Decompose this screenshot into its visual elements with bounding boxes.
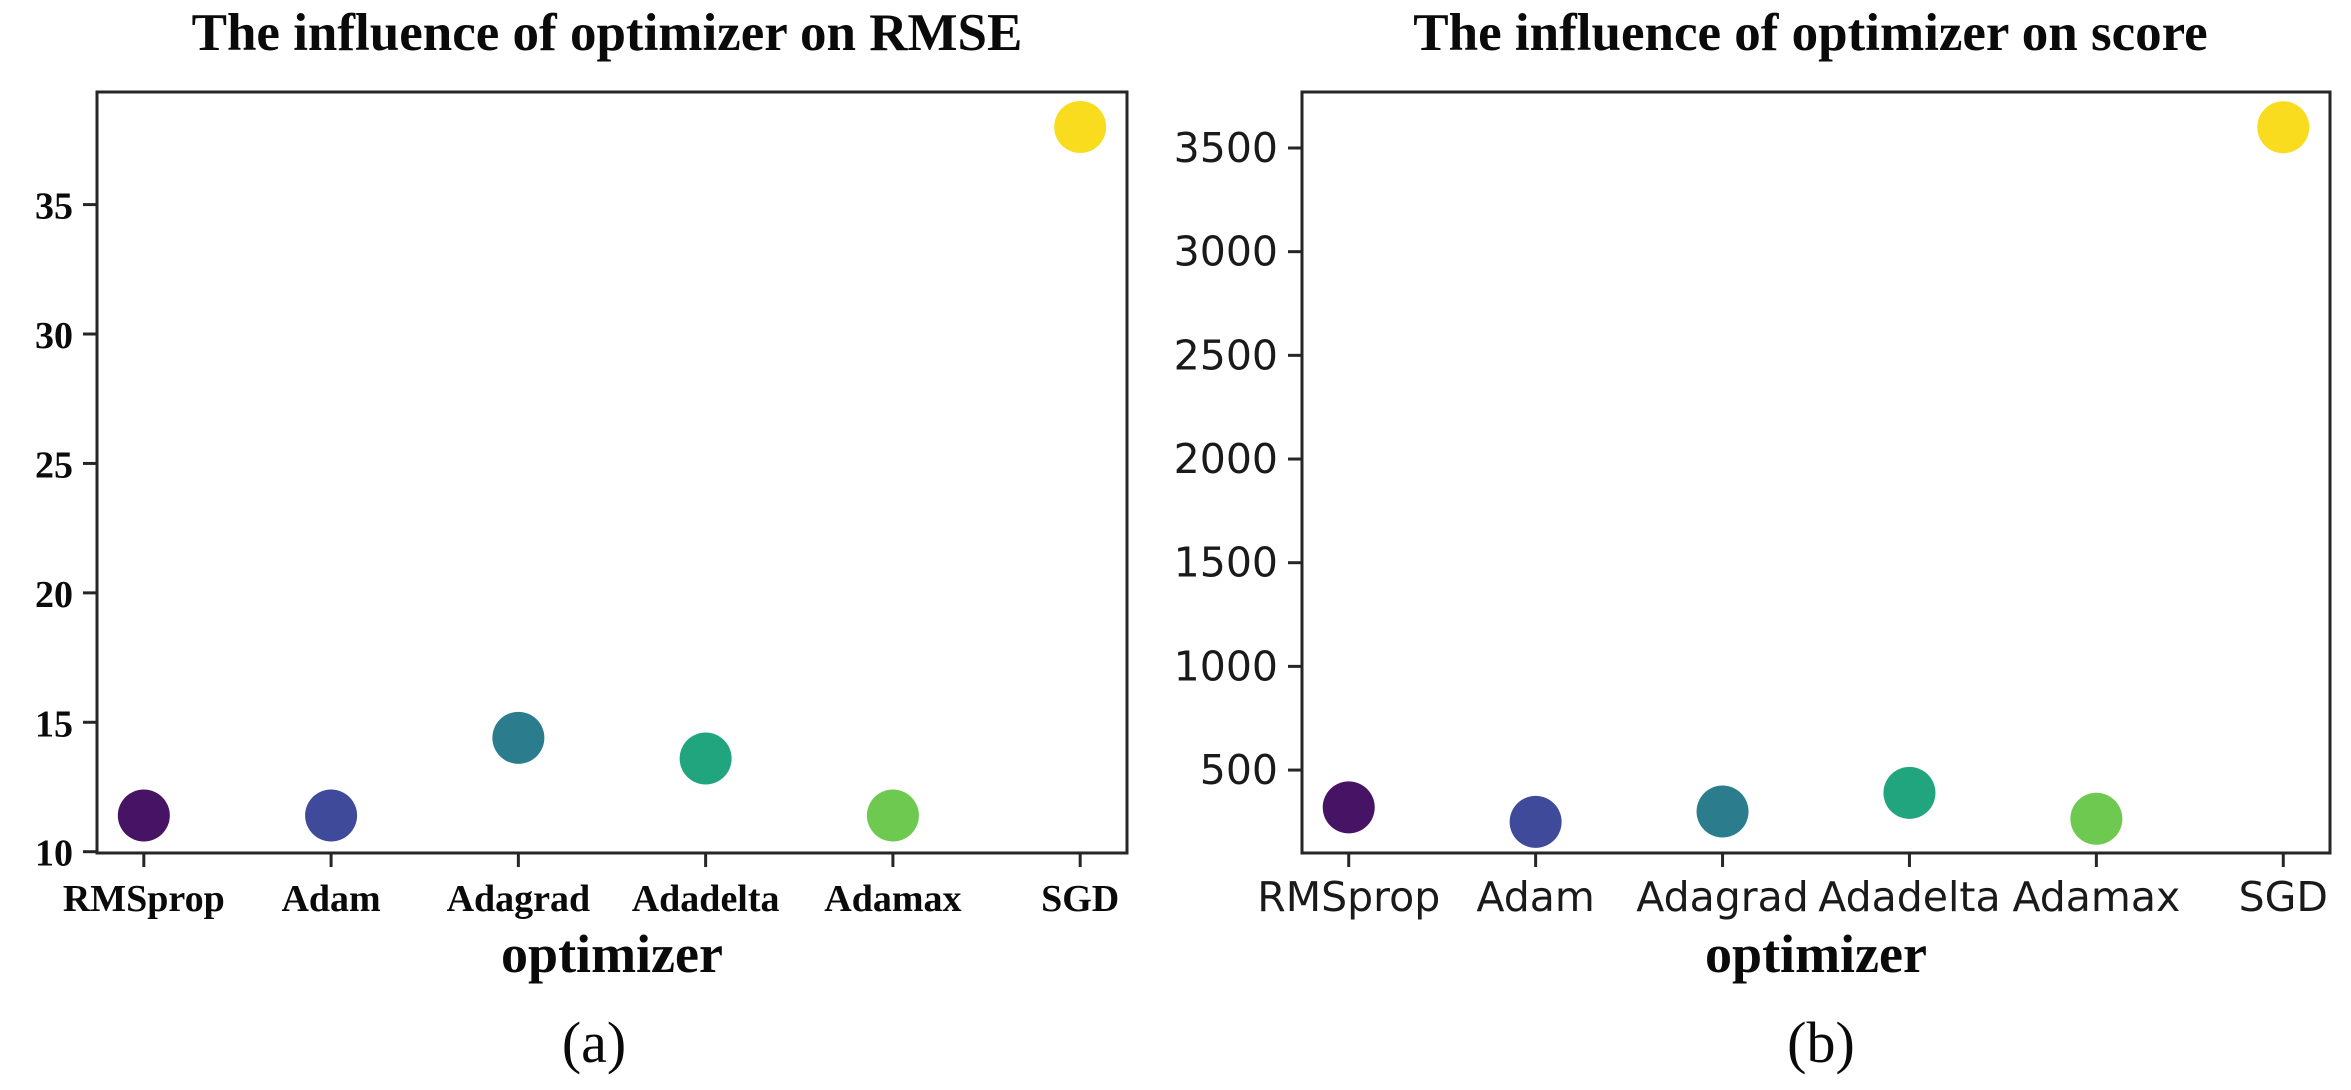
y-tick-label-b: 3500 [1174,124,1278,172]
chart-title-b: The influence of optimizer on score [1413,4,2208,62]
x-tick-label-b-rmsprop: RMSprop [1257,873,1440,921]
data-point-a-adamax [866,789,919,842]
data-point-a-adam [305,789,358,842]
y-tick-label-b: 1500 [1174,539,1278,587]
subfigure-caption-a: (a) [561,1010,627,1075]
x-tick-label-b-adagrad: Adagrad [1636,873,1809,921]
x-tick-label-b-sgd: SGD [2239,873,2328,921]
y-tick-label-a: 10 [35,833,73,875]
x-axis-label-a: optimizer [501,924,723,984]
x-tick-label-a-adagrad: Adagrad [447,878,591,920]
x-tick-label-a-rmsprop: RMSprop [63,878,225,920]
x-tick-label-b-adamax: Adamax [2012,873,2180,921]
axes-frame-a [95,90,1129,855]
data-point-a-adadelta [679,732,732,785]
x-tick-label-a-adam: Adam [281,878,380,920]
y-tick-label-b: 1000 [1174,642,1278,690]
x-tick-label-a-adadelta: Adadelta [632,878,780,920]
y-tick-label-a: 25 [35,444,73,486]
data-point-b-adam [1509,795,1562,848]
data-point-b-adamax [2070,792,2123,845]
data-point-a-sgd [1054,100,1107,153]
x-tick-label-a-sgd: SGD [1041,878,1119,920]
data-point-b-rmsprop [1322,781,1375,834]
y-tick-label-a: 30 [35,315,73,357]
data-point-b-adadelta [1883,766,1936,819]
axes-frame-b [1300,90,2332,855]
data-point-a-rmsprop [117,789,170,842]
chart-title-a: The influence of optimizer on RMSE [191,4,1023,62]
y-tick-label-b: 2000 [1174,435,1278,483]
data-point-a-adagrad [492,711,545,764]
y-tick-label-b: 500 [1200,746,1278,794]
y-tick-label-b: 2500 [1174,331,1278,379]
y-tick-label-a: 15 [35,703,73,745]
y-tick-label-a: 20 [35,574,73,616]
data-point-b-adagrad [1696,785,1749,838]
x-tick-label-a-adamax: Adamax [824,878,961,920]
data-point-b-sgd [2257,101,2310,154]
y-tick-label-b: 3000 [1174,228,1278,276]
y-tick-label-a: 35 [35,186,73,228]
subfigure-caption-b: (b) [1787,1010,1855,1075]
x-tick-label-b-adam: Adam [1476,873,1594,921]
x-axis-label-b: optimizer [1705,924,1927,984]
x-tick-label-b-adadelta: Adadelta [1818,873,2000,921]
